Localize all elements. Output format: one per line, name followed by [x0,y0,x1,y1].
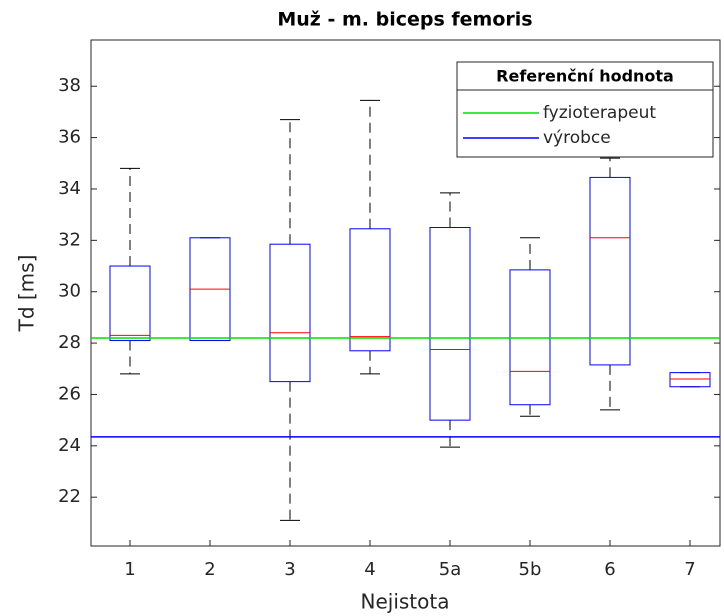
x-tick-label: 5b [519,559,542,580]
x-axis-label: Nejistota [361,590,450,614]
x-tick-label: 1 [124,559,135,580]
y-tick-label: 22 [58,486,81,507]
box [669,372,711,388]
y-tick-label: 38 [58,75,81,96]
y-tick-label: 32 [58,229,81,250]
box [589,176,631,366]
box [429,227,471,421]
y-tick-label: 30 [58,281,81,302]
y-tick-label: 28 [58,332,81,353]
y-tick-label: 24 [58,435,81,456]
box [269,243,311,383]
y-tick-label: 26 [58,383,81,404]
legend-label: fyzioterapeut [543,103,656,123]
legend-label: výrobce [543,128,611,148]
x-tick-label: 3 [284,559,295,580]
x-tick-label: 6 [604,559,615,580]
legend-box [456,61,714,158]
x-tick-label: 5a [439,559,461,580]
box [109,265,151,342]
x-tick-label: 7 [684,559,695,580]
y-axis-label: Td [ms] [15,255,39,333]
legend-title: Referenční hodnota [496,67,674,86]
x-tick-label: 4 [364,559,375,580]
box [349,228,391,352]
y-tick-label: 34 [58,178,81,199]
x-tick-label: 2 [204,559,215,580]
chart-title: Muž - m. biceps femoris [277,9,532,31]
y-tick-label: 36 [58,127,81,148]
